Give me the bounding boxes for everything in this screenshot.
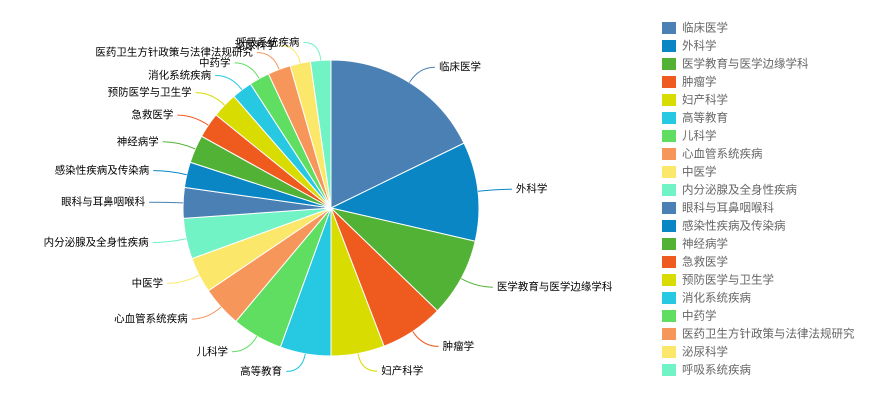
label-line [234, 62, 260, 79]
label-line [195, 92, 225, 106]
slice-label: 急救医学 [131, 108, 173, 121]
slice-label: 高等教育 [240, 364, 282, 377]
legend-swatch[interactable] [662, 310, 676, 322]
slice-label: 预防医学与卫生学 [108, 86, 192, 99]
label-line [191, 306, 222, 320]
legend-label[interactable]: 妇产科学 [682, 93, 728, 107]
legend-label[interactable]: 泌尿科学 [682, 345, 728, 359]
legend-swatch[interactable] [662, 328, 676, 340]
legend-swatch[interactable] [662, 148, 676, 160]
legend-swatch[interactable] [662, 220, 676, 232]
legend-label[interactable]: 消化系统疾病 [682, 291, 751, 305]
slice-label: 泌尿科学 [234, 39, 276, 52]
slice-label: 外科学 [516, 182, 548, 195]
legend-swatch[interactable] [662, 346, 676, 358]
label-line [303, 41, 322, 61]
slice-label: 儿科学 [197, 345, 229, 358]
legend-swatch[interactable] [662, 202, 676, 214]
legend-label[interactable]: 预防医学与卫生学 [682, 273, 774, 287]
label-line [409, 66, 435, 83]
legend-swatch[interactable] [662, 130, 676, 142]
label-line [167, 274, 200, 284]
legend-label[interactable]: 神经病学 [682, 237, 728, 251]
legend-swatch[interactable] [662, 364, 676, 376]
slice-label: 医学教育与医学边缘学科 [497, 280, 613, 293]
legend-label[interactable]: 肿瘤学 [682, 75, 717, 89]
legend-swatch[interactable] [662, 22, 676, 34]
legend-swatch[interactable] [662, 238, 676, 250]
legend-label[interactable]: 儿科学 [682, 129, 717, 143]
slice-label: 神经病学 [117, 135, 159, 148]
label-line [412, 331, 439, 347]
label-line [256, 52, 280, 70]
legend-swatch[interactable] [662, 274, 676, 286]
legend-label[interactable]: 高等教育 [682, 111, 728, 125]
slice-label: 临床医学 [439, 60, 481, 73]
slice-label: 医药卫生方针政策与法律法规研究 [95, 46, 253, 59]
slice-label: 消化系统疾病 [148, 68, 211, 81]
legend-label[interactable]: 急救医学 [682, 255, 728, 269]
slice-label: 呼吸系统疾病 [236, 35, 299, 48]
slice-label: 心血管系统疾病 [114, 312, 188, 325]
legend-label[interactable]: 中药学 [682, 309, 717, 323]
legend-label[interactable]: 眼科与耳鼻咽喉科 [682, 201, 774, 215]
legend-label[interactable]: 医学教育与医学边缘学科 [682, 57, 809, 71]
legend-label[interactable]: 内分泌腺及全身性疾病 [682, 183, 797, 197]
slice-label: 感染性疾病及传染病 [55, 164, 150, 177]
legend-label[interactable]: 外科学 [682, 39, 717, 53]
slice-label: 中医学 [132, 276, 164, 289]
label-line [153, 170, 187, 176]
label-line [357, 353, 378, 372]
label-line [280, 45, 301, 64]
legend-swatch[interactable] [662, 58, 676, 70]
legend-swatch[interactable] [662, 256, 676, 268]
slice-label: 眼科与耳鼻咽喉科 [61, 195, 145, 208]
slice-label: 中药学 [199, 56, 231, 69]
label-line [177, 114, 209, 126]
label-line [477, 188, 512, 192]
label-line [152, 238, 187, 244]
legend-label[interactable]: 医药卫生方针政策与法律法规研究 [682, 327, 855, 341]
label-line [162, 141, 196, 150]
label-line [286, 353, 306, 372]
legend-swatch[interactable] [662, 112, 676, 124]
label-line [215, 74, 243, 91]
slice-label: 内分泌腺及全身性疾病 [44, 236, 149, 249]
legend-swatch[interactable] [662, 76, 676, 88]
label-line [231, 335, 258, 353]
legend-swatch[interactable] [662, 40, 676, 52]
legend-label[interactable]: 呼吸系统疾病 [682, 363, 751, 377]
slice-label: 肿瘤学 [443, 339, 475, 352]
legend-swatch[interactable] [662, 94, 676, 106]
legend-swatch[interactable] [662, 292, 676, 304]
slice-label: 妇产科学 [381, 364, 423, 377]
legend-label[interactable]: 心血管系统疾病 [682, 147, 763, 161]
pie-slice [330, 59, 465, 209]
label-line [460, 278, 493, 288]
legend-swatch[interactable] [662, 166, 676, 178]
label-line [149, 201, 184, 204]
legend-label[interactable]: 临床医学 [682, 21, 728, 35]
legend-label[interactable]: 感染性疾病及传染病 [682, 219, 786, 233]
legend-swatch[interactable] [662, 184, 676, 196]
legend-label[interactable]: 中医学 [682, 165, 717, 179]
